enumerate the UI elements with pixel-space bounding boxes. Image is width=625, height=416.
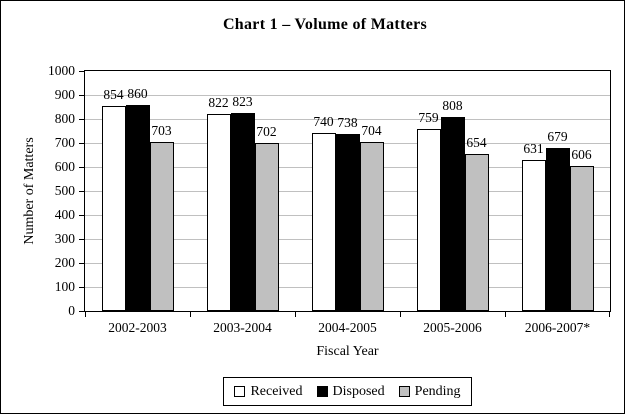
y-tick-label: 500 <box>54 183 75 198</box>
y-tick-label: 0 <box>68 303 75 318</box>
bar-value-label: 702 <box>256 123 277 139</box>
bar-value-label: 631 <box>523 140 544 156</box>
plot-area: 854 860 703 822 823 702 740 738 704 759 808 654 631 6… <box>85 71 610 311</box>
y-tick-label: 300 <box>54 231 75 246</box>
bar-pending-2002-2003 <box>149 142 174 311</box>
x-tick <box>609 312 610 317</box>
y-tick-label: 100 <box>54 279 75 294</box>
bar-value-label: 860 <box>127 85 148 101</box>
bar-disposed-2002-2003 <box>125 104 150 311</box>
bar-value-label: 738 <box>337 114 358 130</box>
x-tick <box>505 312 506 317</box>
x-tick-label: 2002-2003 <box>108 320 167 335</box>
y-tick <box>79 71 85 72</box>
bar-disposed-2006-2007* <box>545 148 570 311</box>
y-tick <box>79 311 85 312</box>
bar-received-2005-2006 <box>416 128 441 311</box>
received-swatch-icon <box>234 386 246 397</box>
bar-value-label: 759 <box>418 109 439 125</box>
y-tick <box>79 215 85 216</box>
legend-item-pending: Pending <box>398 383 461 400</box>
x-tick-label: 2004-2005 <box>318 320 377 335</box>
legend-item-received: Received <box>234 383 303 400</box>
x-tick-label: 2006-2007* <box>524 320 591 335</box>
bar-value-label: 822 <box>208 94 229 110</box>
bar-value-label: 823 <box>232 94 253 110</box>
y-tick-label: 900 <box>54 87 75 102</box>
y-tick <box>79 191 85 192</box>
bar-received-2004-2005 <box>311 133 336 311</box>
bar-received-2002-2003 <box>101 106 126 311</box>
bar-disposed-2005-2006 <box>440 117 465 311</box>
y-tick <box>79 143 85 144</box>
bar-value-label: 654 <box>466 135 487 151</box>
bar-pending-2005-2006 <box>464 154 489 311</box>
legend-container: Received Disposed Pending <box>85 377 610 406</box>
y-tick-label: 600 <box>54 159 75 174</box>
y-tick-label: 400 <box>54 207 75 222</box>
y-tick <box>79 263 85 264</box>
y-tick-label: 200 <box>54 255 75 270</box>
y-tick-label: 800 <box>54 111 75 126</box>
pending-swatch-icon <box>398 386 410 397</box>
bar-value-label: 854 <box>103 87 124 103</box>
y-tick <box>79 119 85 120</box>
legend-label: Received <box>250 383 303 399</box>
y-tick <box>79 167 85 168</box>
y-tick-label: 700 <box>54 135 75 150</box>
disposed-swatch-icon <box>316 386 328 397</box>
bar-value-label: 679 <box>547 129 568 145</box>
y-tick-label: 1000 <box>48 63 75 78</box>
chart-title: Chart 1 – Volume of Matters <box>222 16 428 33</box>
y-tick <box>79 239 85 240</box>
x-tick-label: 2005-2006 <box>423 320 482 335</box>
legend-item-disposed: Disposed <box>316 383 385 400</box>
bar-pending-2006-2007* <box>569 165 594 311</box>
bar-pending-2004-2005 <box>359 142 384 311</box>
legend: Received Disposed Pending <box>223 377 472 406</box>
bar-value-label: 740 <box>313 114 334 130</box>
x-tick-label: 2003-2004 <box>213 320 272 335</box>
bar-value-label: 808 <box>442 98 463 114</box>
bar-pending-2003-2004 <box>254 142 279 311</box>
x-axis-title: Fiscal Year <box>316 344 379 359</box>
y-tick <box>79 287 85 288</box>
legend-label: Pending <box>414 383 461 399</box>
bar-received-2003-2004 <box>206 113 231 311</box>
gridline <box>85 95 610 96</box>
bar-value-label: 704 <box>361 123 382 139</box>
y-tick <box>79 95 85 96</box>
x-tick <box>85 312 86 317</box>
bar-disposed-2004-2005 <box>335 133 360 311</box>
bar-value-label: 703 <box>151 123 172 139</box>
bar-value-label: 606 <box>571 146 592 162</box>
legend-label: Disposed <box>332 383 385 399</box>
bar-received-2006-2007* <box>521 159 546 311</box>
x-tick <box>295 312 296 317</box>
x-tick <box>400 312 401 317</box>
x-tick <box>190 312 191 317</box>
gridline <box>85 119 610 120</box>
bar-disposed-2003-2004 <box>230 113 255 311</box>
